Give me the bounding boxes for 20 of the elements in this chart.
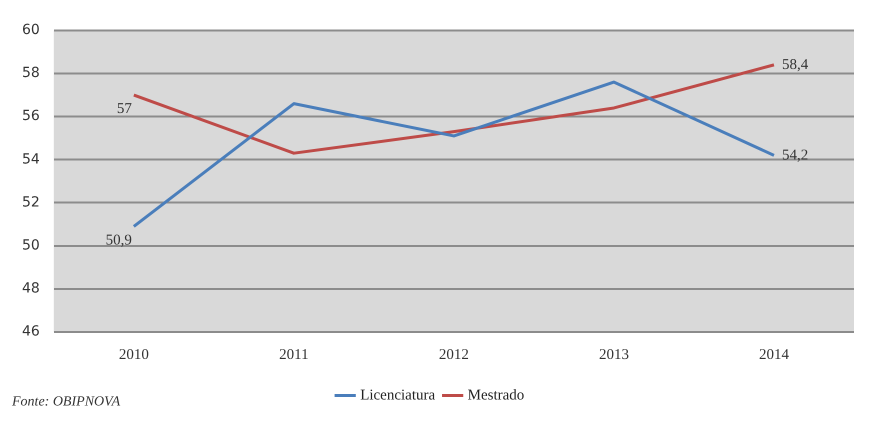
x-tick-label: 2014	[758, 346, 790, 363]
legend-label: Licenciatura	[360, 387, 436, 404]
y-tick-label: 56	[22, 108, 40, 124]
y-tick-label: 50	[22, 237, 40, 254]
x-tick-label: 2010	[118, 346, 149, 363]
y-tick-label: 48	[22, 280, 40, 297]
y-tick-label: 54	[22, 151, 40, 168]
data-label: 57	[116, 100, 132, 117]
source-note: Fonte: OBIPNOVA	[11, 394, 121, 410]
data-label: 50,9	[106, 232, 132, 248]
data-label: 54,2	[782, 147, 808, 164]
legend-label: Mestrado	[468, 387, 524, 404]
x-tick-label: 2012	[438, 346, 469, 363]
x-tick-label: 2013	[598, 346, 629, 363]
y-tick-label: 60	[22, 22, 40, 38]
y-tick-label: 46	[22, 324, 40, 340]
data-label: 58,4	[782, 56, 809, 73]
y-tick-label: 52	[22, 194, 40, 210]
y-tick-label: 58	[22, 65, 40, 82]
x-tick-label: 2011	[279, 346, 309, 363]
